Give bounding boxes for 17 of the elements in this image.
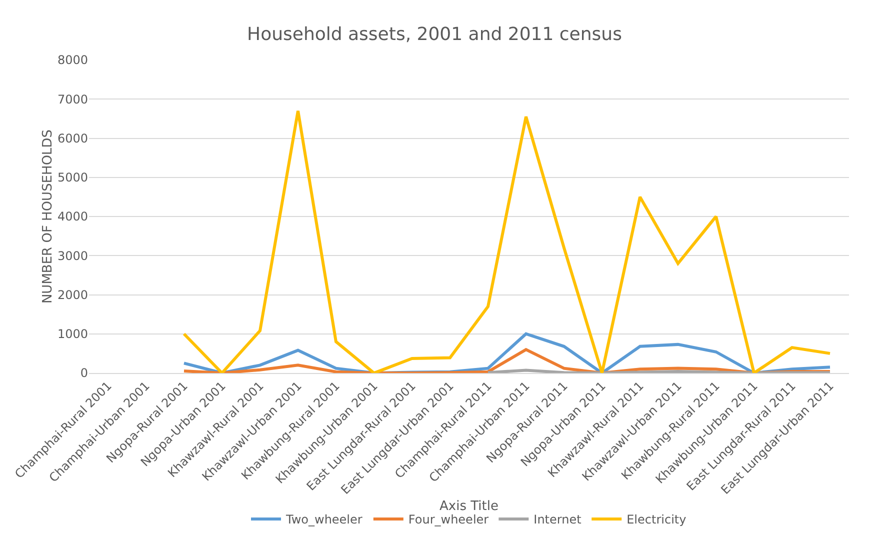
legend-label: Internet bbox=[534, 512, 582, 527]
y-tick-label: 1000 bbox=[57, 327, 88, 342]
legend-label: Two_wheeler bbox=[285, 512, 362, 527]
y-tick-label: 6000 bbox=[57, 131, 88, 146]
y-tick-label: 4000 bbox=[57, 210, 88, 224]
y-tick-label: 2000 bbox=[57, 288, 88, 302]
y-tick-label: 0 bbox=[80, 366, 88, 380]
x-axis-title: Axis Title bbox=[440, 499, 498, 514]
line-series bbox=[182, 109, 832, 373]
legend-label: Four_wheeler bbox=[408, 512, 489, 527]
y-tick-label: 8000 bbox=[57, 53, 88, 68]
chart-title: Household assets, 2001 and 2011 census bbox=[247, 24, 622, 45]
y-axis-title: NUMBER OF HOUSEHOLDS bbox=[40, 129, 56, 304]
y-tick-label: 3000 bbox=[57, 248, 88, 263]
y-tick-label: 5000 bbox=[57, 170, 88, 185]
y-tick-label: 7000 bbox=[57, 92, 88, 106]
legend-label: Electricity bbox=[626, 512, 686, 527]
